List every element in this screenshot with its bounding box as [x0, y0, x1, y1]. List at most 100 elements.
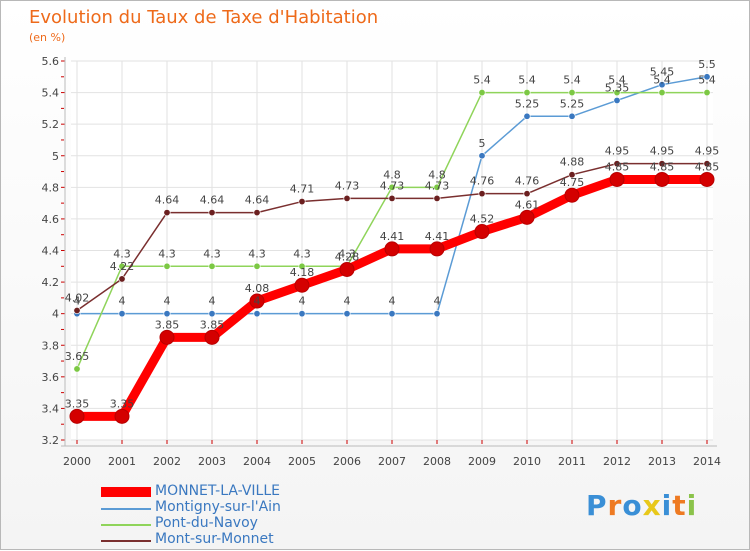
data-label: 3.85 — [200, 318, 225, 331]
logo-letter: i — [686, 489, 698, 522]
y-tick-label: 4 — [52, 308, 59, 321]
data-point — [118, 310, 126, 318]
data-label: 5 — [479, 137, 486, 150]
data-point — [478, 89, 486, 97]
x-tick-label: 2002 — [153, 455, 181, 468]
y-tick-label: 5.6 — [42, 55, 60, 68]
data-point — [159, 329, 175, 345]
data-label: 4.3 — [158, 247, 176, 260]
data-point — [433, 183, 441, 191]
data-label: 4.85 — [695, 160, 720, 173]
data-label: 4.3 — [338, 247, 356, 260]
data-point — [204, 329, 220, 345]
data-label: 3.35 — [65, 397, 90, 410]
x-tick-label: 2010 — [513, 455, 541, 468]
data-label: 4 — [344, 295, 351, 308]
legend-swatch — [101, 524, 151, 526]
data-label: 4.64 — [155, 194, 180, 207]
data-point — [114, 408, 130, 424]
data-point — [519, 209, 535, 225]
x-tick-label: 2000 — [63, 455, 91, 468]
data-label: 4.8 — [383, 168, 401, 181]
y-tick-label: 3.2 — [42, 434, 60, 447]
data-label: 4 — [74, 295, 81, 308]
data-label: 3.65 — [65, 350, 90, 363]
y-tick-label: 5.4 — [42, 87, 60, 100]
data-label: 5.4 — [653, 74, 671, 87]
data-label: 4.85 — [650, 160, 675, 173]
legend-swatch — [101, 540, 151, 542]
legend-label: Mont-sur-Monnet — [155, 531, 274, 547]
data-label: 3.35 — [110, 397, 135, 410]
data-point — [658, 160, 666, 168]
data-label: 5.25 — [515, 97, 540, 110]
y-tick-label: 3.6 — [42, 371, 60, 384]
data-label: 5.4 — [518, 74, 536, 87]
data-label: 4.95 — [650, 145, 675, 158]
data-point — [298, 198, 306, 206]
data-point — [118, 275, 126, 283]
data-label: 4.41 — [425, 230, 450, 243]
data-point — [69, 408, 85, 424]
data-label: 5.4 — [698, 74, 716, 87]
data-point — [703, 73, 711, 81]
x-tick-label: 2013 — [648, 455, 676, 468]
data-label: 5.45 — [650, 66, 675, 79]
data-point — [298, 262, 306, 270]
data-point — [433, 310, 441, 318]
y-tick-label: 3.8 — [42, 339, 60, 352]
data-label: 5.5 — [698, 58, 716, 71]
data-label: 4.61 — [515, 198, 540, 211]
x-tick-label: 2012 — [603, 455, 631, 468]
data-point — [564, 187, 580, 203]
y-tick-label: 4.2 — [42, 276, 60, 289]
y-tick-label: 4.8 — [42, 181, 60, 194]
data-label: 4.64 — [200, 194, 225, 207]
data-point — [474, 224, 490, 240]
data-label: 4 — [119, 295, 126, 308]
data-label: 5.4 — [608, 74, 626, 87]
data-label: 4 — [389, 295, 396, 308]
data-label: 4.52 — [470, 213, 495, 226]
data-point — [253, 209, 261, 217]
data-label: 4.18 — [290, 266, 315, 279]
data-point — [253, 310, 261, 318]
proxiti-logo[interactable]: Proxiti — [586, 489, 697, 522]
data-label: 4.64 — [245, 194, 270, 207]
x-tick-label: 2001 — [108, 455, 136, 468]
data-point — [658, 81, 666, 89]
y-tick-label: 4.4 — [42, 245, 60, 258]
legend-label: MONNET-LA-VILLE — [155, 483, 280, 499]
data-label: 4.8 — [428, 168, 446, 181]
data-point — [343, 310, 351, 318]
data-label: 4 — [299, 295, 306, 308]
data-label: 5.4 — [473, 74, 491, 87]
data-point — [703, 89, 711, 97]
data-point — [298, 310, 306, 318]
y-tick-label: 4.6 — [42, 213, 60, 226]
data-point — [388, 310, 396, 318]
legend-swatch — [101, 508, 151, 510]
data-point — [208, 310, 216, 318]
data-label: 5.35 — [605, 81, 630, 94]
data-point — [523, 190, 531, 198]
data-label: 4.95 — [605, 145, 630, 158]
data-point — [613, 160, 621, 168]
logo-letter: t — [672, 489, 687, 522]
x-tick-label: 2004 — [243, 455, 271, 468]
data-point — [523, 89, 531, 97]
logo-letter: P — [586, 489, 608, 522]
data-label: 4.28 — [335, 250, 360, 263]
x-tick-label: 2005 — [288, 455, 316, 468]
data-label: 4.41 — [380, 230, 405, 243]
logo-letter: r — [607, 489, 623, 522]
x-tick-label: 2009 — [468, 455, 496, 468]
data-point — [699, 171, 715, 187]
data-point — [568, 112, 576, 120]
data-label: 4 — [164, 295, 171, 308]
data-point — [568, 89, 576, 97]
legend-label: Montigny-sur-l'Ain — [155, 499, 281, 515]
data-point — [703, 160, 711, 168]
